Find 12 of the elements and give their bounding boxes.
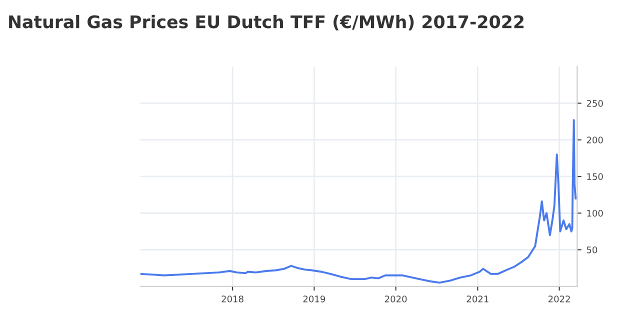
x-tick-label: 2019 bbox=[303, 296, 326, 302]
y-tick-label: 150 bbox=[587, 173, 603, 180]
y-tick-label: 250 bbox=[586, 100, 603, 107]
y-tick-label: 50 bbox=[586, 246, 598, 254]
x-tick-label: 2018 bbox=[222, 296, 244, 302]
y-tick-label: 100 bbox=[587, 210, 603, 217]
x-tick-label: 2022 bbox=[548, 296, 570, 302]
chart-title: Natural Gas Prices EU Dutch TFF (€/MWh) 2017-2022 bbox=[9, 14, 524, 30]
x-tick-label: 2020 bbox=[384, 296, 407, 302]
line-series bbox=[140, 119, 577, 284]
y-tick-label: 200 bbox=[586, 136, 603, 144]
x-tick-label: 2021 bbox=[466, 296, 488, 302]
